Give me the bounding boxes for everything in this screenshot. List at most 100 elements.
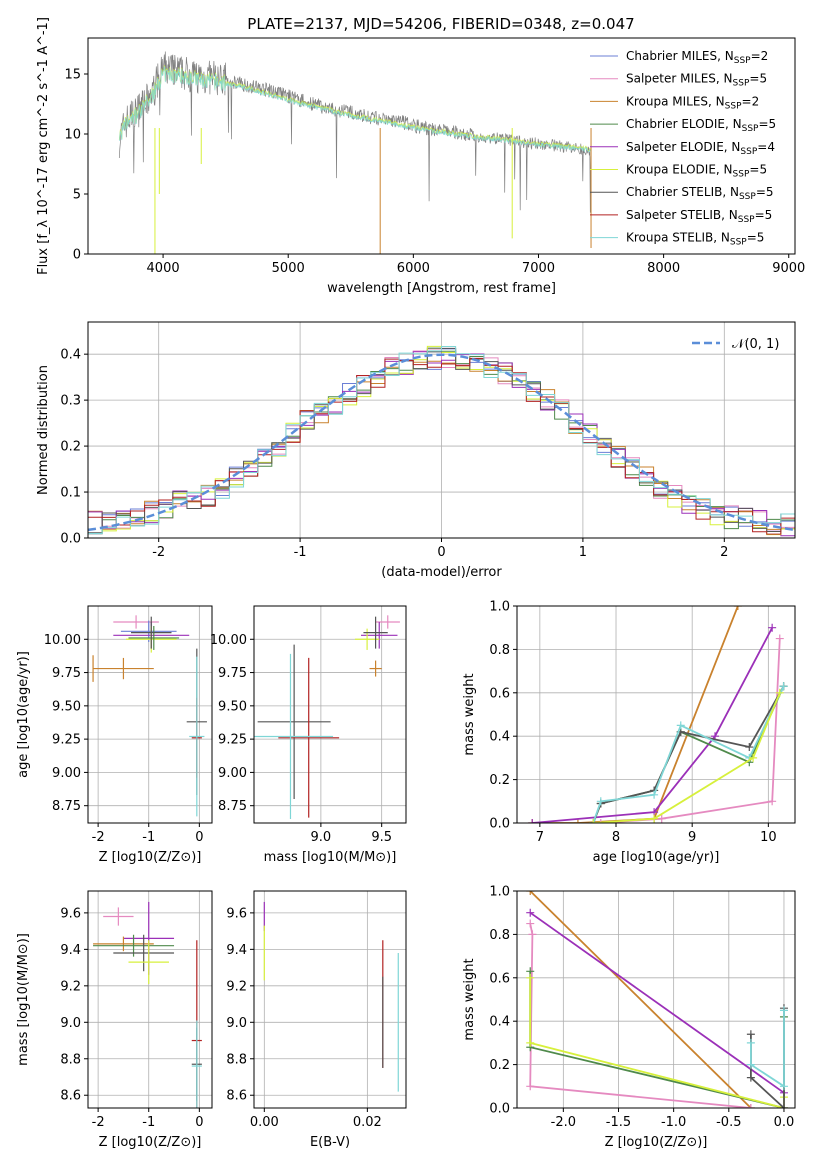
- x-tick-label: -1: [142, 1115, 155, 1130]
- weight-marker: [596, 797, 605, 806]
- x-tick-label: 0.00: [250, 1115, 279, 1130]
- y-tick-label: 9.6: [60, 906, 81, 921]
- plot-area-mass_vs_Z: [93, 901, 202, 1108]
- panel-mass_vs_Z: -2 -1 0 8.6 8.8 9.0 9.2 9.4 9.6 Z [log10(Z/Z⊙)] ma…: [16, 890, 213, 1150]
- y-axis-label: Flux [f_λ 10^-17 erg cm^-2 s^-1 A^-1]: [36, 17, 51, 275]
- y-tick-label: 9.25: [52, 733, 81, 748]
- y-tick-label: 8.75: [218, 799, 247, 814]
- axes-frame: [87, 605, 213, 824]
- x-tick-label: 1: [579, 545, 587, 560]
- x-tick-label: 0: [195, 1115, 203, 1130]
- legend-label: Salpeter MILES, NSSP=5: [626, 72, 767, 89]
- y-tick-label: 9.2: [60, 979, 81, 994]
- weight-marker: [676, 721, 685, 730]
- y-tick-label: 8.6: [226, 1089, 247, 1104]
- y-tick-label: 0.1: [60, 486, 81, 501]
- y-tick-label: 0.2: [60, 440, 81, 455]
- axes-frame: [87, 321, 796, 539]
- x-tick-label: 0: [195, 830, 203, 845]
- y-tick-label: 0.4: [489, 1015, 510, 1030]
- y-tick-label: 8.75: [52, 799, 81, 814]
- y-axis-label: age [log10(age/yr)]: [16, 651, 31, 778]
- y-tick-label: 0.0: [489, 817, 510, 832]
- plot-area-spectrum: [118, 51, 592, 254]
- y-tick-label: 0.8: [489, 928, 510, 943]
- y-tick-label: 0.8: [489, 643, 510, 658]
- weight-marker: [746, 1038, 755, 1047]
- weight-marker: [768, 797, 777, 806]
- x-axis-label: Z [log10(Z/Z⊙)]: [99, 850, 202, 865]
- figure-title: PLATE=2137, MJD=54206, FIBERID=0348, z=0…: [247, 15, 634, 33]
- weight-marker: [746, 1030, 755, 1039]
- plot-area-weight_vs_Z: [526, 891, 788, 1108]
- x-axis-label: Z [log10(Z/Z⊙)]: [605, 1135, 708, 1150]
- x-tick-label: 8: [612, 830, 620, 845]
- y-tick-label: 0.2: [489, 1058, 510, 1073]
- legend-label: Salpeter ELODIE, NSSP=4: [626, 140, 775, 157]
- x-tick-label: -2: [92, 1115, 105, 1130]
- weight-marker: [746, 1073, 755, 1082]
- legend-label-gaussian: 𝒩(0, 1): [732, 337, 779, 352]
- y-tick-label: 9.00: [218, 766, 247, 781]
- x-tick-label: 0.0: [774, 1115, 795, 1130]
- y-tick-label: 9.4: [226, 943, 247, 958]
- x-tick-label: -2: [152, 545, 165, 560]
- y-axis-label: mass [log10(M/M⊙)]: [16, 933, 31, 1066]
- axes-frame: [87, 890, 213, 1109]
- legend-label: Chabrier STELIB, NSSP=5: [626, 185, 774, 202]
- weight-marker: [749, 753, 758, 762]
- weight-line-series-5: [593, 692, 781, 823]
- plot-area-weight_vs_age: [528, 606, 788, 823]
- y-tick-label: 0.6: [489, 971, 510, 986]
- y-tick-label: 9.0: [60, 1016, 81, 1031]
- axes-frame: [516, 890, 796, 1109]
- x-tick-label: 7: [536, 830, 544, 845]
- y-tick-label: 9.75: [218, 666, 247, 681]
- y-tick-label: 0.0: [489, 1102, 510, 1117]
- legend-label: Kroupa STELIB, NSSP=5: [626, 231, 764, 248]
- x-axis-label: mass [log10(M/M⊙)]: [264, 850, 397, 865]
- y-tick-label: 0.3: [60, 394, 81, 409]
- x-tick-label: 10: [760, 830, 777, 845]
- weight-marker: [768, 623, 777, 632]
- y-tick-label: 0.4: [60, 348, 81, 363]
- weight-marker: [779, 1082, 788, 1091]
- x-tick-label: 5000: [272, 261, 305, 276]
- y-tick-label: 10.00: [210, 633, 247, 648]
- y-tick-label: 8.8: [226, 1052, 247, 1067]
- y-tick-label: 10.00: [44, 633, 81, 648]
- x-tick-label: 6000: [397, 261, 430, 276]
- weight-marker: [573, 819, 582, 823]
- weight-marker: [526, 908, 535, 917]
- gaussian-curve: [88, 353, 795, 532]
- panel-weight_vs_Z: -2.0 -1.5 -1.0 -0.5 0.0 0.0 0.2 0.4 0.6 0.8 1.0 Z […: [462, 885, 796, 1150]
- y-tick-label: 9.6: [226, 906, 247, 921]
- x-tick-label: 9000: [772, 261, 805, 276]
- x-tick-label: -0.5: [716, 1115, 741, 1130]
- residual-histogram-series-8: [88, 345, 795, 535]
- weight-marker: [745, 743, 754, 752]
- x-tick-label: 9.5: [371, 830, 392, 845]
- y-tick-label: 9.2: [226, 979, 247, 994]
- x-tick-label: -1: [142, 830, 155, 845]
- x-axis-label: (data-model)/error: [381, 565, 502, 580]
- x-tick-label: 9.0: [311, 830, 332, 845]
- weight-marker: [746, 1060, 755, 1069]
- y-tick-label: 10: [64, 128, 81, 143]
- weight-marker: [657, 814, 666, 823]
- x-tick-label: 2: [720, 545, 728, 560]
- y-tick-label: 5: [73, 188, 81, 203]
- x-tick-label: 0: [437, 545, 445, 560]
- x-tick-label: -1.0: [661, 1115, 686, 1130]
- y-tick-label: 15: [64, 68, 81, 83]
- y-tick-label: 9.50: [52, 699, 81, 714]
- weight-marker: [528, 930, 537, 939]
- weight-marker: [775, 634, 784, 643]
- plot-area-age_vs_Z: [92, 615, 207, 817]
- x-tick-label: -2: [92, 830, 105, 845]
- y-tick-label: 9.50: [218, 699, 247, 714]
- x-tick-label: 9: [688, 830, 696, 845]
- weight-marker: [526, 973, 535, 982]
- x-tick-label: 8000: [647, 261, 680, 276]
- panel-age_vs_Z: -2 -1 0 8.75 9.00 9.25 9.50 9.75 10.00 Z [log10(Z…: [16, 605, 213, 865]
